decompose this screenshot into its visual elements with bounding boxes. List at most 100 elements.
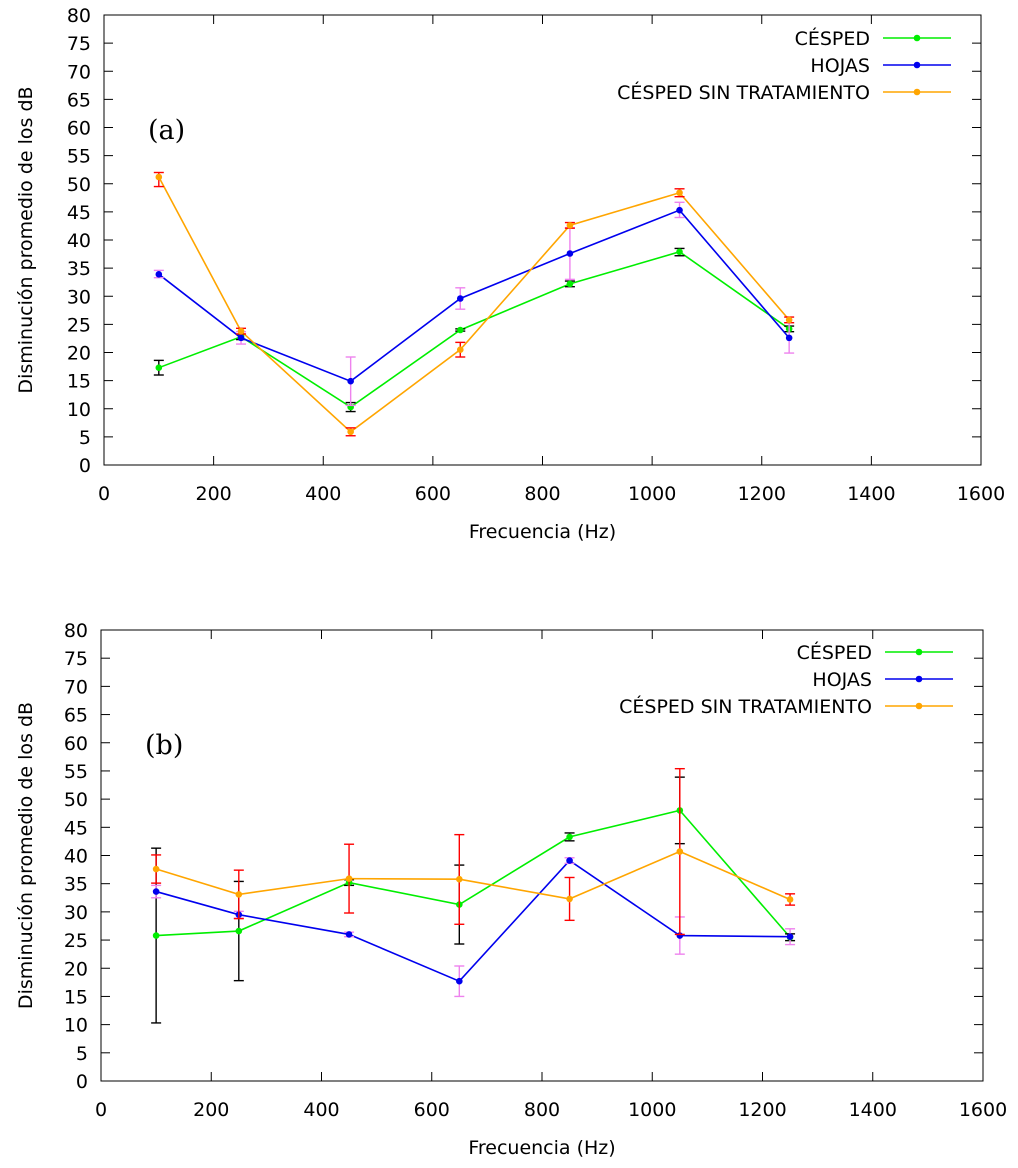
data-point xyxy=(566,222,574,229)
legend-label: CÉSPED xyxy=(795,27,870,50)
data-point xyxy=(152,932,160,939)
data-point xyxy=(456,326,464,334)
data-point xyxy=(785,316,793,324)
legend-label: HOJAS xyxy=(812,669,872,691)
x-tick-label: 1400 xyxy=(847,483,895,505)
x-tick-label: 1200 xyxy=(738,483,786,505)
y-tick-label: 60 xyxy=(64,733,88,755)
data-point xyxy=(786,896,794,903)
y-tick-label: 0 xyxy=(76,1071,88,1093)
y-tick-label: 65 xyxy=(64,705,88,727)
y-tick-label: 55 xyxy=(67,146,91,168)
legend-label: CÉSPED SIN TRATAMIENTO xyxy=(617,81,870,104)
data-point xyxy=(155,364,163,371)
legend-marker xyxy=(915,702,923,710)
series-line xyxy=(156,809,791,938)
y-tick-label: 5 xyxy=(79,427,91,449)
data-point xyxy=(456,346,464,353)
legend: CÉSPED HOJAS CÉSPED SIN TRATAMIENTO xyxy=(617,27,951,104)
data-point xyxy=(152,865,160,873)
y-tick-label: 10 xyxy=(67,399,91,421)
series-line xyxy=(158,209,790,383)
x-tick-label: 1000 xyxy=(628,483,676,505)
series-line xyxy=(155,859,791,983)
data-point xyxy=(456,875,463,883)
x-tick-label: 200 xyxy=(195,483,231,505)
data-point xyxy=(347,428,354,436)
series-2 xyxy=(153,201,795,407)
y-tick-label: 25 xyxy=(67,314,91,336)
y-tick-label: 35 xyxy=(67,258,91,280)
legend-marker xyxy=(913,61,921,69)
series-3 xyxy=(153,171,795,437)
x-tick-label: 800 xyxy=(524,1099,560,1121)
legend-label: CÉSPED xyxy=(797,641,872,664)
x-tick-label: 0 xyxy=(98,483,110,505)
x-tick-label: 600 xyxy=(415,483,451,505)
y-tick-label: 50 xyxy=(67,174,91,196)
data-point xyxy=(456,977,463,985)
data-point xyxy=(235,927,243,935)
data-point xyxy=(155,173,163,181)
series-1 xyxy=(151,776,796,1024)
data-point xyxy=(345,931,353,938)
data-point xyxy=(566,833,573,841)
x-tick-label: 1200 xyxy=(738,1099,786,1121)
data-point xyxy=(566,895,573,903)
y-tick-label: 65 xyxy=(67,89,91,111)
data-point xyxy=(155,271,163,278)
x-tick-label: 800 xyxy=(524,483,560,505)
y-tick-label: 20 xyxy=(67,343,91,365)
x-tick-label: 0 xyxy=(95,1099,107,1121)
legend-marker xyxy=(913,34,921,42)
x-tick-label: 1600 xyxy=(957,483,1005,505)
x-axis-label: Frecuencia (Hz) xyxy=(468,1137,615,1159)
data-point xyxy=(676,206,683,214)
y-tick-label: 15 xyxy=(64,986,88,1008)
y-tick-label: 15 xyxy=(67,371,91,393)
y-tick-label: 20 xyxy=(64,958,88,980)
y-axis-label: Disminución promedio de los dB xyxy=(15,86,37,393)
y-tick-label: 40 xyxy=(67,230,91,252)
y-tick-label: 50 xyxy=(64,789,88,811)
legend: CÉSPED HOJAS CÉSPED SIN TRATAMIENTO xyxy=(619,641,953,718)
y-tick-label: 70 xyxy=(64,676,88,698)
data-point xyxy=(237,334,245,342)
y-tick-label: 35 xyxy=(64,874,88,896)
y-tick-label: 55 xyxy=(64,761,88,783)
data-point xyxy=(152,888,160,895)
legend-marker xyxy=(915,648,923,656)
data-point xyxy=(566,280,574,288)
series-line xyxy=(158,176,790,433)
x-tick-label: 1600 xyxy=(959,1099,1007,1121)
y-tick-label: 75 xyxy=(64,648,88,670)
series-3 xyxy=(151,767,796,936)
x-tick-label: 400 xyxy=(305,483,341,505)
data-point xyxy=(456,295,464,302)
panel-label: (a) xyxy=(148,115,185,146)
series-1 xyxy=(153,247,795,413)
data-point xyxy=(237,327,245,335)
data-point xyxy=(785,334,793,342)
y-axis-label: Disminución promedio de los dB xyxy=(15,702,37,1009)
y-tick-label: 80 xyxy=(67,5,91,27)
y-tick-label: 25 xyxy=(64,930,88,952)
y-tick-label: 30 xyxy=(64,902,88,924)
data-point xyxy=(235,891,243,898)
series-line xyxy=(158,250,790,409)
data-point xyxy=(347,377,354,385)
y-tick-label: 60 xyxy=(67,118,91,140)
y-tick-label: 75 xyxy=(67,33,91,55)
data-point xyxy=(345,875,353,882)
x-tick-label: 1000 xyxy=(628,1099,676,1121)
data-point xyxy=(676,189,683,197)
data-point xyxy=(786,933,794,940)
y-tick-label: 0 xyxy=(79,455,91,477)
series-line xyxy=(155,850,791,901)
y-tick-label: 45 xyxy=(64,817,88,839)
legend-marker xyxy=(915,675,923,683)
